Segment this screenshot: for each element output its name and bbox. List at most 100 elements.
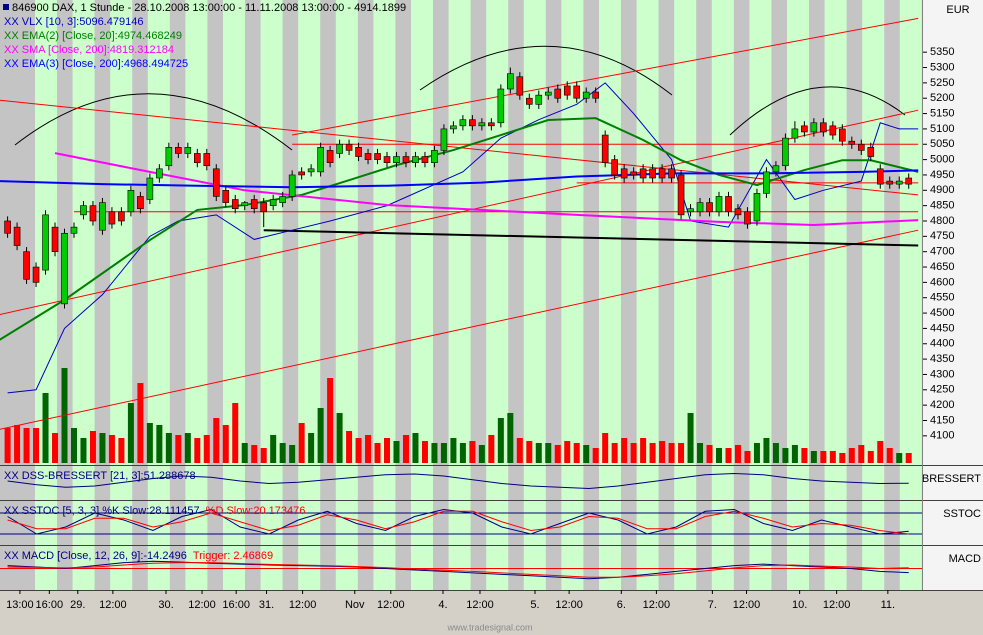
candle-body	[212, 168, 220, 197]
volume-bar	[402, 435, 409, 463]
candle-body	[497, 88, 505, 124]
stripe	[260, 0, 283, 590]
candle-body	[507, 73, 514, 90]
candle-body	[298, 171, 305, 176]
currency: EUR	[946, 4, 969, 16]
volume-bar	[697, 443, 704, 463]
volume-bar	[251, 445, 258, 463]
volume-bar	[592, 448, 599, 463]
volume-bar	[355, 438, 362, 463]
candle-body	[857, 143, 865, 151]
x-tick-label: 12:00	[823, 599, 851, 611]
candle-body	[70, 226, 78, 234]
candle-body	[222, 189, 230, 203]
volume-bar	[127, 403, 134, 463]
volume-bar	[232, 403, 239, 463]
x-tick-label: Nov	[345, 599, 365, 611]
candle-body	[829, 125, 837, 136]
candle-body	[440, 128, 448, 151]
volume-bar	[412, 433, 419, 463]
volume-bar	[384, 438, 391, 463]
stripe	[636, 0, 659, 590]
chart-title: 846900 DAX, 1 Stunde - 28.10.2008 13:00:…	[12, 2, 406, 14]
stripe	[824, 0, 847, 590]
stripe	[223, 0, 245, 590]
candle-body	[620, 168, 628, 179]
candle-body	[876, 168, 884, 185]
candle-body	[725, 196, 732, 213]
candle-body	[355, 147, 362, 157]
y-tick-label: 5350	[930, 46, 954, 58]
y-tick-label: 4650	[930, 261, 954, 273]
x-tick-label: 4.	[438, 599, 447, 611]
volume-bar	[564, 441, 571, 463]
indicator-line	[7, 472, 909, 490]
x-tick-label: 12:00	[466, 599, 494, 611]
candle-body	[535, 94, 543, 105]
legend-entry: XX SSTOC [5, 3, 3] %K Slow:28.111457	[4, 505, 200, 517]
candle-body	[696, 202, 704, 213]
candle-body	[364, 153, 372, 160]
volume-bar	[260, 448, 267, 463]
trendline	[292, 17, 919, 136]
legend-entry: XX EMA(2) [Close, 20]:4974.468249	[4, 30, 182, 42]
y-tick-label: 4800	[930, 215, 954, 227]
legend-entry: XX SMA [Close, 200]:4819.312184	[4, 44, 174, 56]
volume-bar	[203, 435, 210, 463]
x-tick-label: 16:00	[36, 599, 64, 611]
volume-bar	[507, 413, 514, 463]
candle-body	[668, 168, 675, 179]
y-tick-label: 4700	[930, 246, 954, 258]
volume-bar	[867, 451, 874, 463]
volume-bar	[459, 443, 466, 463]
candle-body	[734, 208, 742, 216]
volume-bar	[848, 448, 855, 463]
candle-body	[194, 153, 201, 163]
axis-background	[922, 0, 983, 590]
y-tick-label: 4950	[930, 169, 954, 181]
volume-bar	[99, 433, 106, 463]
volume-bar	[649, 443, 656, 463]
y-tick-label: 5250	[930, 77, 954, 89]
candle-body	[649, 168, 656, 179]
volume-bar	[336, 413, 343, 463]
x-tick-label: 16:00	[222, 599, 250, 611]
volume-bar	[308, 433, 315, 463]
candle-body	[592, 91, 599, 99]
x-tick-label: 31.	[259, 599, 274, 611]
volume-bar	[156, 425, 163, 463]
candle-body	[80, 205, 87, 216]
candle-body	[867, 147, 875, 157]
candle-body	[459, 119, 467, 127]
stripe	[711, 0, 734, 590]
candle-body	[412, 156, 419, 163]
candle-body	[51, 226, 59, 252]
stripe	[486, 0, 509, 590]
candle-body	[61, 232, 68, 305]
stripe	[674, 0, 697, 590]
y-tick-label: 4150	[930, 414, 954, 426]
candle-body	[23, 251, 30, 280]
time-axis-background	[0, 590, 983, 635]
stripe	[72, 0, 95, 590]
volume-bar	[526, 441, 533, 463]
volume-bar	[668, 443, 675, 463]
volume-bar	[716, 448, 723, 463]
candle-body	[260, 202, 267, 213]
volume-bar	[706, 445, 713, 463]
volume-bar	[801, 448, 808, 463]
volume-bar	[744, 451, 751, 463]
candle-body	[165, 147, 173, 167]
candle-body	[146, 177, 154, 200]
candle-body	[279, 196, 286, 203]
volume-bar	[298, 423, 305, 463]
candle-body	[383, 156, 391, 163]
candle-body	[231, 199, 239, 210]
candle-body	[639, 168, 647, 179]
legend-entry: XX EMA(3) [Close, 200]:4968.494725	[4, 58, 188, 70]
volume-bar	[554, 445, 561, 463]
candle-body	[13, 226, 21, 246]
volume-bar	[583, 445, 590, 463]
candle-body	[753, 193, 761, 222]
candle-body	[791, 128, 799, 139]
